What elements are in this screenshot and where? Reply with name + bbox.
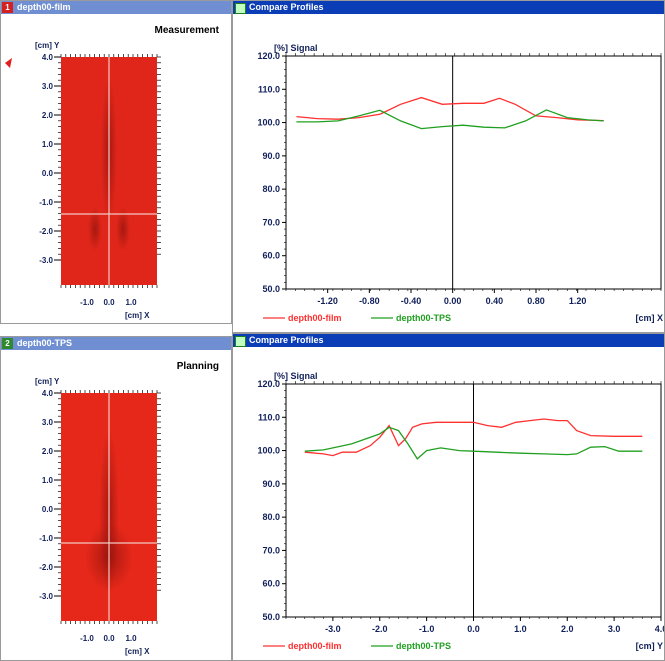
x-tick-label: 4.0 xyxy=(655,624,665,634)
x-tick-label: 1.0 xyxy=(125,298,137,307)
y-tick-label: 80.0 xyxy=(262,184,280,194)
y-tick-label: 60.0 xyxy=(262,251,280,261)
y-tick-label: 1.0 xyxy=(42,476,54,485)
x-tick-label: 2.0 xyxy=(561,624,574,634)
y-tick-label: 2.0 xyxy=(42,447,54,456)
y-tick-label: 2.0 xyxy=(42,111,54,120)
x-tick-label: 0.80 xyxy=(527,296,545,306)
y-axis-label: [%] Signal xyxy=(274,43,318,53)
legend-label: depth00-film xyxy=(288,641,342,651)
series-line-depth00-film xyxy=(304,418,643,457)
y-tick-label: 70.0 xyxy=(262,217,280,227)
x-axis-label: [cm] X xyxy=(125,647,150,656)
y-tick-label: -3.0 xyxy=(39,256,53,265)
legend-label: depth00-TPS xyxy=(396,641,451,651)
series-line-depth00-TPS xyxy=(304,426,643,460)
measurement-window: 1 depth00-film Measurement 4.0 3.0 2.0 1.0 0.0… xyxy=(0,0,232,324)
x-tick-label: 1.20 xyxy=(569,296,587,306)
plot-area xyxy=(285,55,662,290)
y-tick-label: 120.0 xyxy=(257,51,280,61)
chart-app-icon xyxy=(235,336,246,347)
dose-shadow xyxy=(116,207,130,251)
compare-profiles-window-bottom: Compare Profiles 120.0 110.0 100.0 90.0 80.0… xyxy=(232,333,665,661)
y-tick-label: 4.0 xyxy=(42,53,54,62)
x-tick-label: 0.0 xyxy=(467,624,480,634)
x-tick-label: 0.0 xyxy=(103,298,115,307)
measurement-titlebar[interactable]: 1 depth00-film xyxy=(1,1,231,14)
planning-window: 2 depth00-TPS Planning 4.0 3.0 2.0 1.0 0.0 -1.0… xyxy=(0,336,232,661)
compare-profiles-titlebar-top[interactable]: Compare Profiles xyxy=(233,1,664,14)
x-axis-label: [cm] Y xyxy=(636,641,663,651)
window-title: depth00-film xyxy=(17,2,71,12)
series-line-depth00-TPS xyxy=(296,109,604,130)
compare-profiles-titlebar-bottom[interactable]: Compare Profiles xyxy=(233,334,664,347)
y-tick-label: 100.0 xyxy=(257,118,280,128)
y-tick-label: 90.0 xyxy=(262,151,280,161)
window-number-badge: 1 xyxy=(2,2,13,13)
y-tick-label: 100.0 xyxy=(257,446,280,456)
x-tick-label: 3.0 xyxy=(608,624,621,634)
y-tick-label: -2.0 xyxy=(39,227,53,236)
x-tick-label: 1.0 xyxy=(514,624,527,634)
y-tick-label: 50.0 xyxy=(262,284,280,294)
y-tick-label: 110.0 xyxy=(258,412,280,422)
planning-dose-image[interactable]: Planning 4.0 3.0 2.0 1.0 0.0 -1.0 -2.0 -3.0 -1.0 0… xyxy=(1,337,232,661)
y-tick-label: 1.0 xyxy=(42,140,54,149)
x-tick-label: 1.0 xyxy=(125,634,137,643)
profile-chart-y[interactable]: 120.0 110.0 100.0 90.0 80.0 70.0 60.0 50.0 -3.0 -… xyxy=(233,334,665,661)
legend-label: depth00-film xyxy=(288,313,342,323)
x-tick-label: -1.0 xyxy=(80,634,94,643)
y-tick-label: 3.0 xyxy=(42,82,54,91)
y-tick-label: 60.0 xyxy=(262,579,280,589)
x-tick-label: 0.00 xyxy=(444,296,462,306)
panel-label: Planning xyxy=(177,361,219,372)
panel-label: Measurement xyxy=(155,25,220,36)
x-tick-label: -3.0 xyxy=(325,624,341,634)
y-tick-label: 4.0 xyxy=(42,389,54,398)
y-axis-label: [cm] Y xyxy=(35,41,60,50)
y-tick-label: 3.0 xyxy=(42,418,54,427)
y-tick-label: 80.0 xyxy=(262,512,280,522)
x-tick-label: 0.40 xyxy=(486,296,504,306)
y-tick-label: 0.0 xyxy=(42,505,54,514)
y-tick-label: 70.0 xyxy=(262,545,280,555)
planning-titlebar[interactable]: 2 depth00-TPS xyxy=(1,337,231,350)
dose-shadow xyxy=(88,207,102,251)
y-tick-label: -3.0 xyxy=(39,592,53,601)
x-tick-label: -0.40 xyxy=(401,296,422,306)
x-tick-label: -1.0 xyxy=(80,298,94,307)
x-tick-label: -1.20 xyxy=(317,296,338,306)
x-tick-label: 0.0 xyxy=(103,634,115,643)
window-number-badge: 2 xyxy=(2,338,13,349)
y-tick-label: 90.0 xyxy=(262,479,280,489)
window-title: Compare Profiles xyxy=(249,335,324,345)
y-axis-label: [cm] Y xyxy=(35,377,60,386)
y-tick-label: -2.0 xyxy=(39,563,53,572)
y-tick-label: 50.0 xyxy=(262,612,280,622)
y-tick-label: 120.0 xyxy=(257,379,280,389)
y-tick-label: -1.0 xyxy=(39,198,53,207)
x-tick-label: -2.0 xyxy=(372,624,388,634)
x-tick-label: -1.0 xyxy=(419,624,435,634)
y-tick-label: 110.0 xyxy=(258,84,280,94)
x-tick-label: -0.80 xyxy=(359,296,380,306)
position-marker-icon xyxy=(5,58,12,68)
x-axis-label: [cm] X xyxy=(635,313,663,323)
x-axis-label: [cm] X xyxy=(125,311,150,320)
chart-app-icon xyxy=(235,3,246,14)
y-tick-label: 0.0 xyxy=(42,169,54,178)
compare-profiles-window-top: Compare Profiles 120.0 110.0 100.0 90.0 80.0… xyxy=(232,0,665,333)
profile-chart-x[interactable]: 120.0 110.0 100.0 90.0 80.0 70.0 60.0 50.0 -1.20… xyxy=(233,1,665,333)
y-tick-label: -1.0 xyxy=(39,534,53,543)
legend-label: depth00-TPS xyxy=(396,313,451,323)
y-axis-label: [%] Signal xyxy=(274,371,318,381)
window-title: Compare Profiles xyxy=(249,2,324,12)
window-title: depth00-TPS xyxy=(17,338,73,348)
measurement-dose-image[interactable]: Measurement 4.0 3.0 2.0 1.0 0.0 -1.0 -2.0 -3.0 -1… xyxy=(1,1,232,324)
